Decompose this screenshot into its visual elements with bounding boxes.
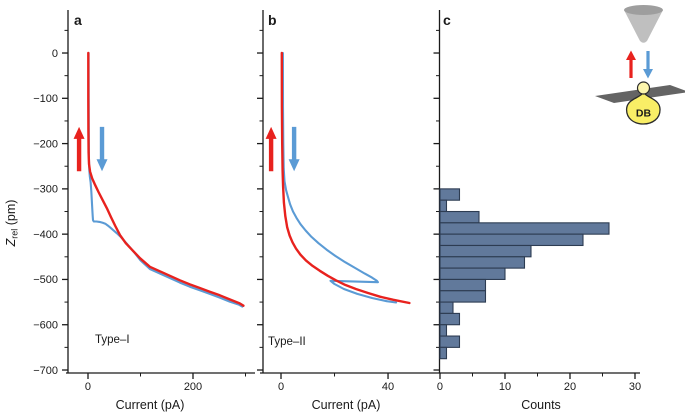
approach-direction-arrow-icon: [288, 126, 300, 172]
db-label: DB: [636, 108, 652, 120]
histogram-bar: [439, 267, 506, 280]
approach-curve: [281, 51, 398, 304]
panel-a: 0 −100 −200 −300 −400 −500 −600 −700 0 200: [33, 10, 255, 393]
x-tick-label: 40: [382, 381, 394, 393]
y-tick-label: −700: [33, 365, 58, 377]
histogram-bar: [439, 199, 448, 213]
xaxis-title-b: Current (pA): [312, 398, 381, 412]
retract-direction-arrow-icon: [265, 126, 277, 172]
x-tick-label: 10: [499, 381, 511, 393]
histogram-bar: [439, 256, 526, 269]
tip-cone-top: [624, 5, 663, 15]
tip-cone-icon: [624, 10, 663, 43]
retract-curve: [280, 51, 411, 305]
db-atom: [636, 81, 651, 95]
y-tick-label: 0: [52, 48, 58, 60]
histogram-bar: [439, 233, 584, 247]
panel-a-letter: a: [74, 12, 82, 28]
y-tick-label: −500: [33, 274, 58, 286]
xaxis-title-a: Current (pA): [116, 398, 185, 412]
histogram-bar: [439, 290, 487, 303]
histogram-bar: [439, 335, 461, 348]
approach-direction-arrow-icon: [96, 126, 108, 172]
panel-c-letter: c: [443, 12, 451, 28]
inset-approach-arrow-icon: [643, 51, 653, 79]
panel-c: 0 10 20 30: [433, 10, 641, 393]
sample-surface: [595, 85, 685, 103]
x-tick-label: 200: [184, 381, 202, 393]
svg-text:Zrel (pm): Zrel (pm): [4, 200, 20, 248]
x-tick-label: 0: [278, 381, 284, 393]
tip-sample-inset: DB: [595, 5, 685, 125]
y-tick-label: −200: [33, 138, 58, 150]
type-ii-annotation: Type–II: [268, 336, 306, 348]
yaxis-title: Zrel (pm): [4, 200, 20, 248]
histogram-bar: [439, 346, 448, 360]
histogram-bar: [439, 188, 461, 201]
approach-curve: [87, 51, 244, 308]
histogram-bar: [439, 210, 480, 224]
panel-b-letter: b: [268, 12, 277, 28]
y-tick-label: −300: [33, 184, 58, 196]
histogram-bar: [439, 324, 448, 337]
retract-direction-arrow-icon: [73, 126, 85, 172]
db-orbital-shape: [625, 91, 661, 125]
panel-b: 0 40: [257, 10, 437, 393]
histogram-bar: [439, 278, 487, 292]
y-tick-label: −400: [33, 229, 58, 241]
retract-curve: [87, 51, 245, 307]
y-tick-label: −100: [33, 93, 58, 105]
x-tick-label: 20: [564, 381, 576, 393]
x-tick-label: 0: [437, 381, 443, 393]
x-tick-label: 0: [85, 381, 91, 393]
y-tick-label: −600: [33, 320, 58, 332]
type-i-annotation: Type–I: [95, 334, 130, 346]
xaxis-title-c: Counts: [521, 398, 561, 412]
histogram-bar: [439, 244, 532, 258]
histogram-bar: [439, 222, 610, 235]
plot-layer: 0 −100 −200 −300 −400 −500 −600 −700 0 200 0 40 0 10 2…: [33, 10, 641, 393]
histogram-bar: [439, 312, 461, 326]
inset-retract-arrow-icon: [626, 50, 636, 78]
histogram-bar: [439, 301, 454, 314]
x-tick-label: 30: [629, 381, 641, 393]
